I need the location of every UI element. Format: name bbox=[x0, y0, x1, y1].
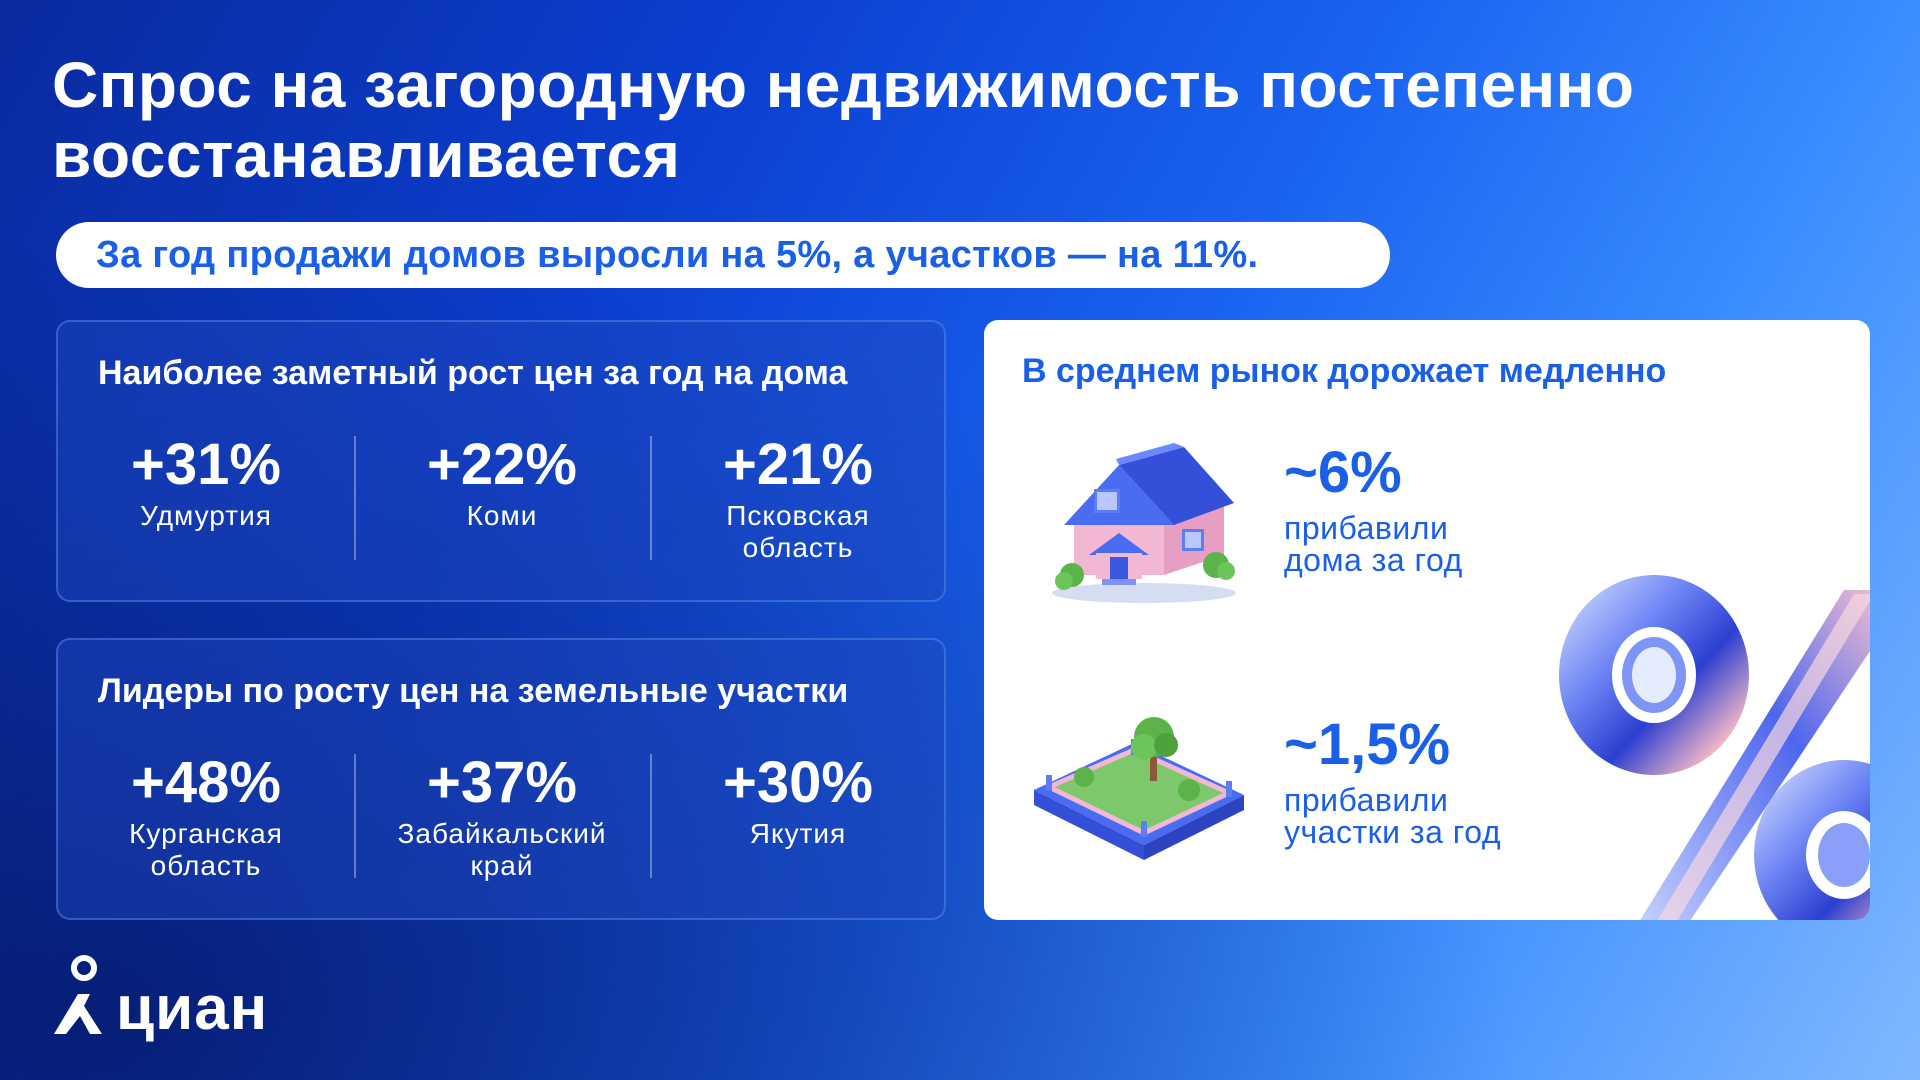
land-stat-kurgan: +48% Курганская область bbox=[58, 750, 354, 890]
location-pin-logo-icon bbox=[54, 955, 102, 1034]
house-icon bbox=[1052, 443, 1236, 603]
stat-value: +48% bbox=[131, 750, 281, 815]
land-average-growth-value: ~1,5% bbox=[1284, 712, 1451, 777]
stat-label: Коми bbox=[466, 500, 538, 531]
houses-average-growth-label: прибавили дома за год bbox=[1284, 512, 1463, 576]
stat-label: Забайкальский bbox=[397, 818, 607, 849]
houses-stat-pskov: +21% Псковская область bbox=[650, 432, 946, 572]
houses-average-growth-value: ~6% bbox=[1284, 440, 1402, 505]
land-stat-yakutia: +30% Якутия bbox=[650, 750, 946, 890]
stat-label: Удмуртия bbox=[140, 500, 272, 531]
stat-value: +31% bbox=[131, 432, 281, 497]
page-title-line-1: Спрос на загородную недвижимость постепе… bbox=[52, 49, 1635, 121]
land-label-line-1: прибавили bbox=[1284, 782, 1449, 818]
land-stats: +48% Курганская область +37% Забайкальск… bbox=[58, 750, 948, 890]
houses-label-line-2: дома за год bbox=[1284, 542, 1463, 578]
market-average-panel: В среднем рынок дорожает медленно ~6% пр… bbox=[984, 320, 1870, 920]
houses-stat-komi: +22% Коми bbox=[354, 432, 650, 572]
stat-label-line-2: край bbox=[470, 850, 534, 881]
stat-label: Якутия bbox=[749, 818, 847, 849]
houses-stats: +31% Удмуртия +22% Коми +21% Псковская о… bbox=[58, 432, 948, 572]
land-label-line-2: участки за год bbox=[1284, 814, 1501, 850]
stat-label: Курганская bbox=[129, 818, 283, 849]
page-title-line-2: восстанавливается bbox=[52, 119, 681, 191]
stat-value: +21% bbox=[723, 432, 873, 497]
subtitle-pill: За год продажи домов выросли на 5%, а уч… bbox=[56, 222, 1390, 288]
land-stat-zabaikalsky: +37% Забайкальский край bbox=[354, 750, 650, 890]
stat-label-line-2: область bbox=[150, 850, 262, 881]
stat-value: +37% bbox=[427, 750, 577, 815]
houses-stat-udmurtia: +31% Удмуртия bbox=[58, 432, 354, 572]
page-title: Спрос на загородную недвижимость постепе… bbox=[52, 50, 1872, 190]
percent-icon bbox=[1559, 575, 1870, 920]
houses-label-line-1: прибавили bbox=[1284, 510, 1449, 546]
subtitle-text: За год продажи домов выросли на 5%, а уч… bbox=[96, 233, 1259, 276]
stat-value: +30% bbox=[723, 750, 873, 815]
houses-price-growth-panel: Наиболее заметный рост цен за год на дом… bbox=[56, 320, 946, 602]
land-plot-icon bbox=[1034, 717, 1244, 860]
stat-label-line-2: область bbox=[742, 532, 854, 563]
houses-panel-title: Наиболее заметный рост цен за год на дом… bbox=[98, 354, 848, 392]
cian-logo: циан bbox=[50, 950, 350, 1040]
land-panel-title: Лидеры по росту цен на земельные участки bbox=[98, 672, 849, 710]
land-price-growth-panel: Лидеры по росту цен на земельные участки… bbox=[56, 638, 946, 920]
stat-label: Псковская bbox=[726, 500, 870, 531]
market-panel-title: В среднем рынок дорожает медленно bbox=[1022, 352, 1667, 390]
logo-text: циан bbox=[116, 974, 269, 1043]
land-average-growth-label: прибавили участки за год bbox=[1284, 784, 1501, 848]
stat-value: +22% bbox=[427, 432, 577, 497]
